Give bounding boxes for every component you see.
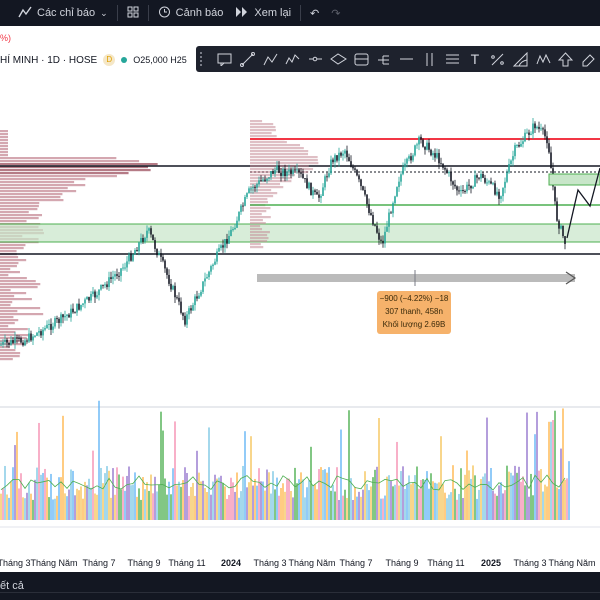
- grid-layout-icon: [127, 6, 139, 21]
- bottom-divider: [0, 592, 600, 593]
- layout-button[interactable]: [121, 0, 145, 26]
- time-axis-label: Tháng 7: [82, 558, 116, 568]
- arrow-right-icon: [565, 271, 577, 285]
- measure-tooltip: −900 (−4.22%) −18 307 thanh, 458n Khối l…: [377, 291, 451, 334]
- long-ray-icon[interactable]: [395, 48, 418, 70]
- divider: [116, 5, 118, 21]
- path-icon[interactable]: [259, 48, 282, 70]
- polyline-icon[interactable]: [282, 48, 305, 70]
- time-axis-label: Tháng 11: [427, 558, 465, 568]
- measure-volume: Khối lượng 2.69B: [382, 320, 446, 329]
- drawing-toolbar: T: [196, 46, 600, 72]
- symbol-legend: HÍ MINH · 1D · HOSE D O25,000 H25: [0, 52, 187, 68]
- measure-change: −900 (−4.22%) −18: [379, 294, 449, 303]
- time-axis-label: Tháng 7: [339, 558, 373, 568]
- text-icon[interactable]: T: [470, 51, 480, 67]
- chevron-down-icon: ⌄: [100, 7, 108, 18]
- indicators-icon: [18, 6, 32, 21]
- time-axis-label: Tháng 3: [253, 558, 287, 568]
- bottom-toolbar: ết cả: [0, 572, 600, 600]
- d-badge: D: [103, 54, 116, 66]
- replay-icon: [235, 6, 249, 21]
- pct-fragment: %): [0, 33, 11, 43]
- price-range-icon[interactable]: [486, 48, 509, 70]
- eraser-icon[interactable]: [577, 48, 600, 70]
- time-axis-label: Tháng Năm: [30, 558, 78, 568]
- indicators-label: Các chỉ báo: [37, 7, 96, 19]
- projection-path[interactable]: [566, 167, 600, 239]
- volume-profile-left: [0, 130, 158, 361]
- ellipse-icon[interactable]: [327, 48, 350, 70]
- top-toolbar: Các chỉ báo ⌄ Cảnh báo Xem lại ↶ ↷: [0, 0, 600, 26]
- volume-series: [0, 400, 570, 520]
- alerts-label: Cảnh báo: [175, 7, 224, 19]
- pattern-icon[interactable]: [532, 48, 555, 70]
- divider: [300, 5, 302, 21]
- market-open-icon: [121, 57, 128, 63]
- time-axis-label: 2025: [480, 558, 502, 568]
- callout-icon[interactable]: [213, 48, 236, 70]
- volume-profile-right: [250, 120, 319, 249]
- time-axis-label: Tháng Năm: [288, 558, 336, 568]
- date-range-measure[interactable]: [257, 274, 575, 282]
- time-axis-label: Tháng 3: [513, 558, 547, 568]
- volume-ma-line: [0, 474, 566, 491]
- trend-line-icon[interactable]: [236, 48, 259, 70]
- support-zone: [0, 224, 600, 242]
- redo-button[interactable]: ↷: [325, 0, 346, 26]
- drag-handle-icon[interactable]: [200, 52, 209, 66]
- measure-bars: 307 thanh, 458n: [385, 307, 443, 316]
- time-axis-label: Tháng 9: [385, 558, 419, 568]
- replay-label: Xem lại: [254, 7, 292, 19]
- indicators-button[interactable]: Các chỉ báo ⌄: [12, 0, 114, 26]
- time-axis-label: Tháng 3: [0, 558, 31, 568]
- parallel-channel-icon[interactable]: [350, 48, 373, 70]
- alerts-button[interactable]: Cảnh báo: [152, 0, 230, 26]
- divider: [147, 5, 149, 21]
- symbol-title[interactable]: HÍ MINH · 1D · HOSE: [0, 54, 98, 66]
- target-box[interactable]: [548, 173, 600, 186]
- ohlc-values: O25,000 H25: [133, 55, 187, 65]
- time-axis[interactable]: Tháng 3 Tháng Năm Tháng 7 Tháng 9 Tháng 11 20…: [0, 554, 600, 572]
- curve-icon[interactable]: [509, 48, 532, 70]
- horizontal-ray-icon[interactable]: [304, 48, 327, 70]
- vertical-line-icon[interactable]: [418, 48, 441, 70]
- bottom-label[interactable]: ết cả: [0, 580, 24, 592]
- time-axis-label: Tháng 11: [168, 558, 206, 568]
- candlestick-series: [0, 117, 566, 349]
- alarm-clock-icon: [158, 5, 171, 21]
- replay-button[interactable]: Xem lại: [229, 0, 297, 26]
- undo-button[interactable]: ↶: [304, 0, 325, 26]
- fib-icon[interactable]: [441, 48, 464, 70]
- redo-icon: ↷: [331, 7, 341, 20]
- arrow-up-icon[interactable]: [555, 48, 578, 70]
- pitchfork-icon[interactable]: [373, 48, 396, 70]
- time-axis-label: Tháng 9: [127, 558, 161, 568]
- time-axis-label: Tháng Năm: [548, 558, 596, 568]
- time-axis-label: 2024: [220, 558, 242, 568]
- undo-icon: ↶: [310, 7, 320, 20]
- price-chart[interactable]: [0, 26, 600, 554]
